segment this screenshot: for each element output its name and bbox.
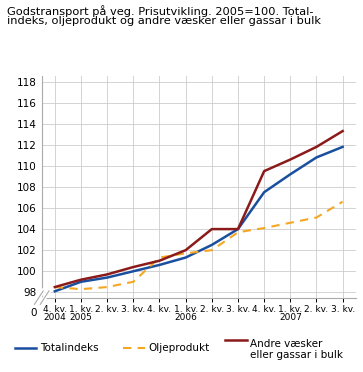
Text: Totalindeks: Totalindeks [40,343,99,353]
Text: 2. kv.: 2. kv. [95,305,119,314]
Text: 4. kv.: 4. kv. [147,305,172,314]
Text: 1. kv.: 1. kv. [69,305,93,314]
Text: 1. kv.: 1. kv. [174,305,198,314]
Text: Oljeprodukt: Oljeprodukt [149,343,210,353]
Text: 1. kv.: 1. kv. [278,305,302,314]
Text: 2007: 2007 [279,313,302,323]
Text: 2. kv.: 2. kv. [305,305,329,314]
Text: Andre væsker
eller gassar i bulk: Andre væsker eller gassar i bulk [250,339,343,360]
Text: 0: 0 [30,308,37,318]
Text: Godstransport på veg. Prisutvikling. 2005=100. Total-: Godstransport på veg. Prisutvikling. 200… [7,6,314,17]
Text: 2004: 2004 [44,313,66,323]
Text: 4. kv.: 4. kv. [43,305,67,314]
Text: 3. kv.: 3. kv. [121,305,146,314]
Text: 2006: 2006 [174,313,197,323]
Text: 3. kv.: 3. kv. [331,305,355,314]
Text: 3. kv.: 3. kv. [226,305,250,314]
Text: 2. kv.: 2. kv. [200,305,224,314]
Text: 2005: 2005 [70,313,93,323]
Text: 4. kv.: 4. kv. [252,305,276,314]
Text: indeks, oljeprodukt og andre væsker eller gassar i bulk: indeks, oljeprodukt og andre væsker elle… [7,16,321,26]
